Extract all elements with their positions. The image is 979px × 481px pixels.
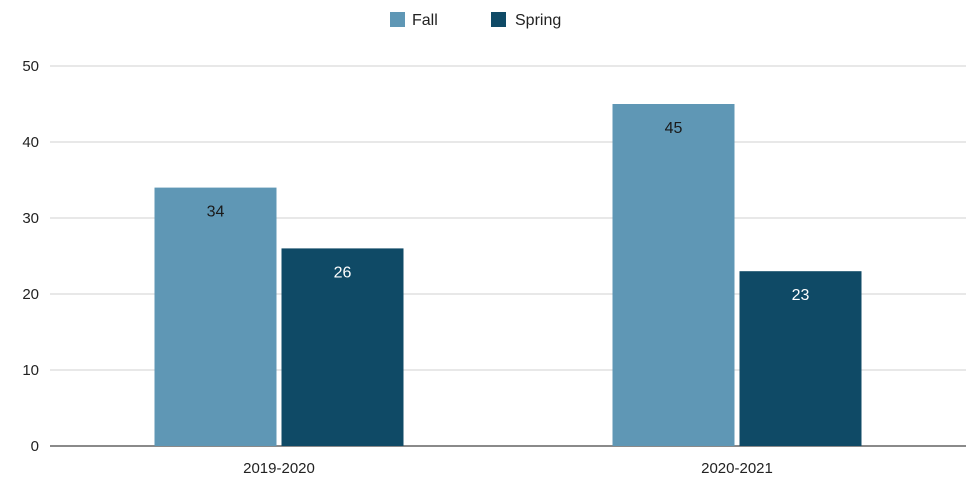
data-labels: 34 26 45 23 [207, 120, 810, 304]
bar-fall-2020-2021 [612, 104, 735, 446]
bar-spring-2020-2021 [739, 271, 862, 446]
legend: Fall Spring [390, 12, 561, 29]
data-label: 45 [665, 120, 683, 137]
data-label: 23 [792, 287, 810, 304]
y-tick-label: 20 [22, 286, 39, 303]
legend-label-fall: Fall [412, 12, 438, 29]
y-axis-tick-labels: 0 10 20 30 40 50 [22, 58, 39, 455]
y-tick-label: 30 [22, 210, 39, 227]
data-label: 26 [334, 264, 352, 281]
bars [154, 104, 862, 446]
data-label: 34 [207, 204, 225, 221]
y-tick-label: 50 [22, 58, 39, 75]
y-tick-label: 40 [22, 134, 39, 151]
y-tick-label: 10 [22, 362, 39, 379]
legend-label-spring: Spring [515, 12, 561, 29]
bar-spring-2019-2020 [281, 248, 404, 446]
legend-swatch-spring [491, 12, 506, 27]
y-tick-label: 0 [31, 438, 39, 455]
x-tick-label: 2020-2021 [701, 460, 773, 477]
x-axis-tick-labels: 2019-2020 2020-2021 [243, 460, 773, 477]
bar-fall-2019-2020 [154, 187, 277, 446]
x-tick-label: 2019-2020 [243, 460, 315, 477]
legend-swatch-fall [390, 12, 405, 27]
